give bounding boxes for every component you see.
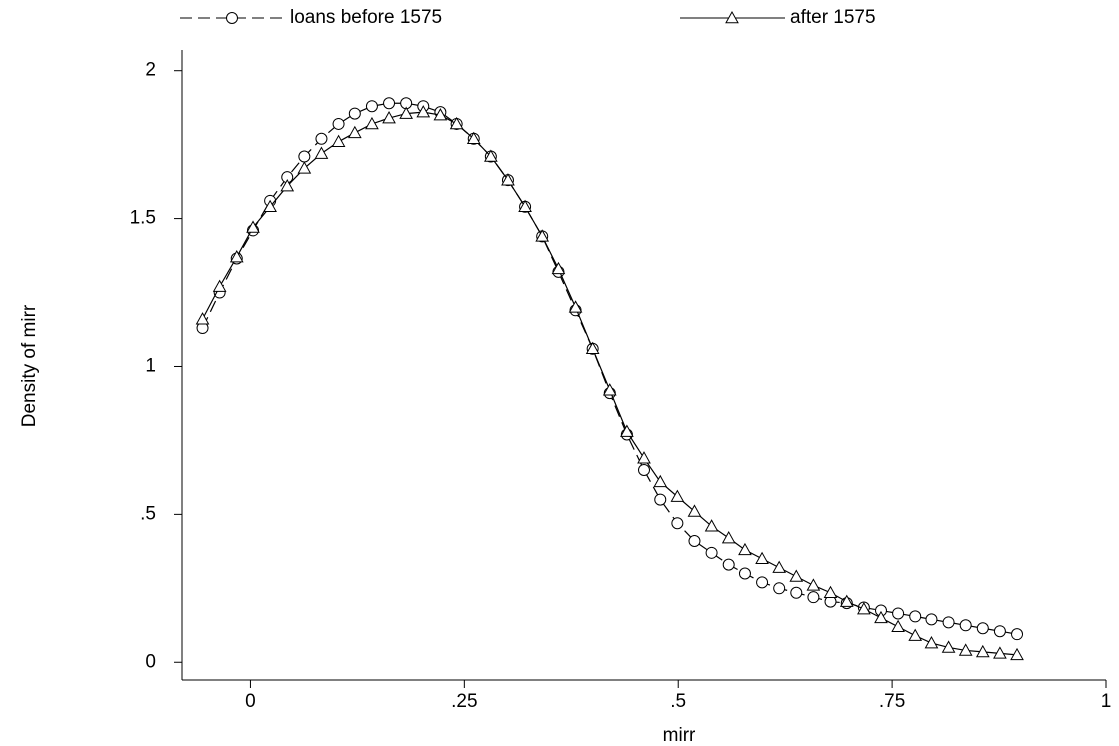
- data-point: [806, 578, 821, 591]
- data-point: [637, 451, 651, 464]
- data-point: [212, 279, 227, 292]
- legend-marker: [725, 10, 739, 24]
- data-point: [654, 493, 667, 506]
- data-point: [993, 625, 1006, 638]
- x-tick-label: .75: [879, 691, 905, 712]
- data-point: [347, 125, 362, 139]
- legend-label: after 1575: [790, 7, 876, 28]
- data-point: [772, 560, 787, 573]
- data-point: [942, 616, 955, 629]
- data-point: [314, 146, 329, 159]
- data-point: [756, 576, 769, 589]
- legend-marker: [226, 12, 238, 24]
- data-point: [602, 383, 617, 396]
- y-tick-label: 0: [145, 651, 156, 672]
- x-tick-label: 0: [245, 691, 256, 712]
- data-point: [924, 635, 939, 649]
- data-point: [687, 504, 702, 517]
- data-point: [823, 585, 838, 599]
- y-tick-label: 1.5: [130, 208, 156, 229]
- data-point: [466, 131, 481, 145]
- x-tick-label: 1: [1101, 691, 1112, 712]
- data-point: [671, 517, 684, 530]
- data-point: [653, 474, 668, 488]
- data-point: [705, 546, 718, 559]
- data-point: [857, 601, 871, 615]
- data-point: [688, 534, 701, 547]
- x-tick-label: .5: [670, 691, 686, 712]
- data-point: [568, 300, 583, 313]
- data-point: [332, 117, 345, 130]
- data-point: [365, 100, 378, 113]
- data-point: [975, 644, 990, 658]
- data-point: [263, 199, 277, 213]
- data-point: [909, 610, 922, 623]
- y-tick-label: 2: [145, 60, 156, 81]
- data-point: [298, 150, 311, 163]
- data-point: [246, 220, 260, 233]
- data-point: [433, 108, 448, 121]
- data-point: [892, 607, 905, 620]
- data-point: [976, 622, 989, 635]
- data-point: [670, 489, 685, 502]
- data-point: [807, 591, 820, 604]
- data-point: [229, 250, 244, 263]
- data-point: [365, 116, 379, 130]
- data-point: [585, 341, 600, 355]
- data-point: [297, 161, 312, 174]
- data-point: [1011, 628, 1024, 641]
- x-axis-label: mirr: [663, 725, 696, 746]
- data-point: [874, 610, 888, 624]
- legend-label: loans before 1575: [290, 7, 442, 28]
- data-point: [348, 107, 361, 120]
- data-point: [908, 628, 923, 641]
- data-point: [790, 586, 803, 599]
- data-point: [535, 229, 550, 242]
- data-point: [449, 116, 464, 130]
- data-point: [638, 464, 650, 476]
- series-line: [201, 102, 1018, 635]
- data-point: [484, 149, 498, 162]
- data-point: [416, 105, 431, 118]
- data-point: [755, 551, 769, 565]
- data-point: [280, 179, 295, 192]
- data-point: [958, 643, 973, 656]
- data-point: [1010, 647, 1024, 661]
- data-point: [551, 261, 566, 275]
- data-point: [704, 519, 719, 532]
- data-point: [722, 558, 735, 571]
- data-point: [315, 132, 328, 145]
- data-point: [839, 594, 854, 607]
- data-point: [399, 106, 414, 119]
- data-point: [383, 97, 396, 110]
- data-point: [773, 582, 786, 595]
- data-point: [891, 619, 905, 633]
- data-point: [959, 619, 972, 632]
- data-point: [738, 567, 751, 580]
- data-point: [993, 646, 1007, 659]
- data-point: [620, 424, 634, 437]
- data-point: [789, 569, 804, 582]
- data-point: [518, 199, 532, 213]
- data-point: [195, 312, 210, 325]
- y-tick-label: .5: [140, 503, 156, 524]
- y-axis-label: Density of mirr: [19, 304, 40, 427]
- data-point: [941, 640, 956, 653]
- x-tick-label: .25: [451, 691, 477, 712]
- data-point: [331, 134, 346, 147]
- data-point: [925, 613, 938, 626]
- data-point: [501, 173, 515, 186]
- data-point: [721, 530, 736, 544]
- data-point: [382, 110, 396, 124]
- data-point: [738, 542, 752, 556]
- y-tick-label: 1: [145, 355, 156, 376]
